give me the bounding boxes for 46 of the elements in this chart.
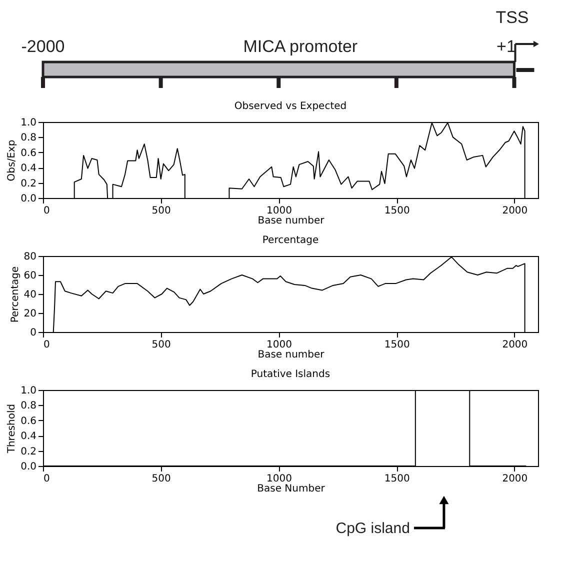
y-tick-label: 0.0 [20,462,36,472]
x-tick-label: 500 [152,206,171,216]
y-tick-label: 0.4 [20,431,36,442]
y-tick-label: 40 [24,290,36,300]
x-tick-label: 0 [44,340,50,350]
x-tick-label: 1000 [266,206,292,216]
y-tick-label: 0.8 [20,132,36,144]
x-axis-title: Base number [258,350,326,360]
chart-title: Percentage [262,235,319,246]
x-tick-label: 1500 [384,474,410,484]
text: +1 [496,37,516,56]
text: -2000 [21,37,65,56]
x-tick-label: 0 [44,206,50,216]
y-tick-label: 60 [24,270,36,282]
text: CpG island [336,520,410,537]
x-tick-label: 0 [44,474,50,484]
y-axis-title: Threshold [6,404,18,454]
x-tick-label: 1500 [384,206,410,216]
y-axis-title: Percentage [10,266,21,323]
chart-title: Observed vs Expected [234,101,347,112]
y-tick-label: 0.8 [20,400,36,412]
x-tick-label: 2000 [502,340,528,350]
x-tick-label: 2000 [502,206,528,216]
x-tick-label: 500 [152,474,171,484]
x-tick-label: 1000 [266,340,292,350]
x-tick-label: 500 [152,340,171,350]
chart-title: Putative Islands [250,369,330,380]
text: TSS [496,8,529,27]
y-tick-label: 80 [24,252,36,262]
text: MICA promoter [243,37,358,56]
y-tick-label: 0.0 [20,194,36,204]
x-tick-label: 1500 [384,340,410,350]
x-tick-label: 2000 [502,474,528,484]
y-tick-label: 0 [30,328,36,338]
x-tick-label: 1000 [266,474,292,484]
y-tick-label: 1.0 [20,118,36,128]
y-tick-label: 0.6 [20,416,36,427]
y-tick-label: 0.2 [20,178,36,190]
y-tick-label: 1.0 [20,386,36,396]
y-axis-title: Obs/Exp [6,140,18,182]
x-axis-title: Base Number [257,484,326,494]
y-tick-label: 0.6 [20,148,36,159]
x-axis-title: Base number [258,216,326,226]
y-tick-label: 20 [24,308,36,320]
y-tick-label: 0.2 [20,446,36,458]
y-tick-label: 0.4 [20,163,36,174]
